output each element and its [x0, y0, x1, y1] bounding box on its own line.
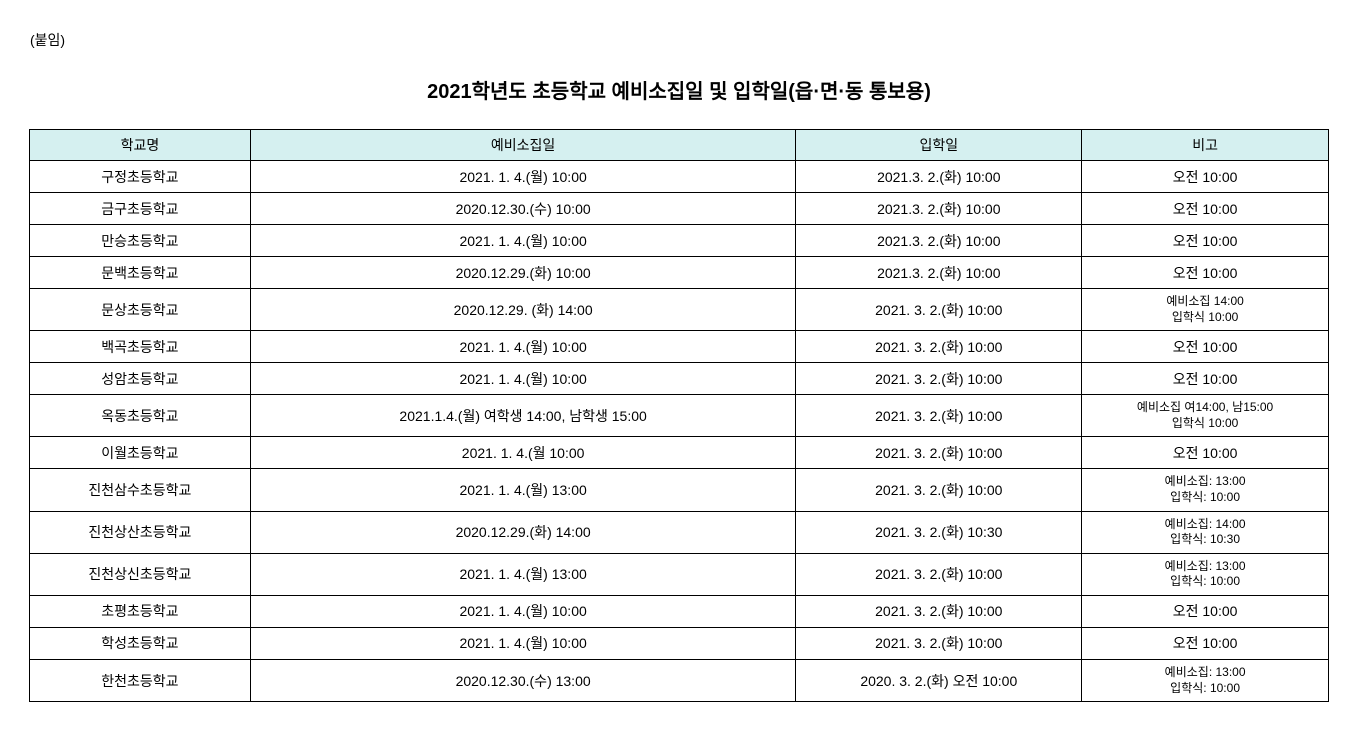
cell-school: 진천상산초등학교 — [30, 511, 251, 553]
cell-school: 만승초등학교 — [30, 225, 251, 257]
cell-note: 오전 10:00 — [1082, 193, 1329, 225]
cell-school: 옥동초등학교 — [30, 395, 251, 437]
cell-prelim: 2021. 1. 4.(월) 10:00 — [250, 595, 796, 627]
cell-note: 예비소집: 13:00입학식: 10:00 — [1082, 469, 1329, 511]
cell-admission: 2021. 3. 2.(화) 10:00 — [796, 363, 1082, 395]
cell-prelim: 2020.12.29. (화) 14:00 — [250, 289, 796, 331]
cell-prelim: 2021. 1. 4.(월 10:00 — [250, 437, 796, 469]
table-header-row: 학교명 예비소집일 입학일 비고 — [30, 130, 1329, 161]
table-row: 문상초등학교2020.12.29. (화) 14:002021. 3. 2.(화… — [30, 289, 1329, 331]
cell-note: 오전 10:00 — [1082, 437, 1329, 469]
table-row: 옥동초등학교2021.1.4.(월) 여학생 14:00, 남학생 15:002… — [30, 395, 1329, 437]
cell-admission: 2021.3. 2.(화) 10:00 — [796, 161, 1082, 193]
table-row: 학성초등학교2021. 1. 4.(월) 10:002021. 3. 2.(화)… — [30, 627, 1329, 659]
cell-admission: 2021. 3. 2.(화) 10:00 — [796, 595, 1082, 627]
cell-admission: 2021. 3. 2.(화) 10:00 — [796, 331, 1082, 363]
cell-prelim: 2021. 1. 4.(월) 13:00 — [250, 469, 796, 511]
cell-prelim: 2020.12.30.(수) 13:00 — [250, 659, 796, 701]
cell-note: 오전 10:00 — [1082, 363, 1329, 395]
table-row: 문백초등학교2020.12.29.(화) 10:002021.3. 2.(화) … — [30, 257, 1329, 289]
cell-note: 예비소집 여14:00, 남15:00입학식 10:00 — [1082, 395, 1329, 437]
cell-prelim: 2021. 1. 4.(월) 10:00 — [250, 363, 796, 395]
cell-prelim: 2020.12.29.(화) 10:00 — [250, 257, 796, 289]
cell-prelim: 2021.1.4.(월) 여학생 14:00, 남학생 15:00 — [250, 395, 796, 437]
schedule-table: 학교명 예비소집일 입학일 비고 구정초등학교2021. 1. 4.(월) 10… — [29, 129, 1329, 702]
header-prelim: 예비소집일 — [250, 130, 796, 161]
cell-note: 예비소집 14:00입학식 10:00 — [1082, 289, 1329, 331]
cell-school: 한천초등학교 — [30, 659, 251, 701]
cell-admission: 2021.3. 2.(화) 10:00 — [796, 225, 1082, 257]
table-row: 구정초등학교2021. 1. 4.(월) 10:002021.3. 2.(화) … — [30, 161, 1329, 193]
cell-school: 초평초등학교 — [30, 595, 251, 627]
table-row: 진천상신초등학교2021. 1. 4.(월) 13:002021. 3. 2.(… — [30, 553, 1329, 595]
table-row: 성암초등학교2021. 1. 4.(월) 10:002021. 3. 2.(화)… — [30, 363, 1329, 395]
cell-school: 학성초등학교 — [30, 627, 251, 659]
table-row: 초평초등학교2021. 1. 4.(월) 10:002021. 3. 2.(화)… — [30, 595, 1329, 627]
table-row: 백곡초등학교2021. 1. 4.(월) 10:002021. 3. 2.(화)… — [30, 331, 1329, 363]
table-row: 한천초등학교2020.12.30.(수) 13:002020. 3. 2.(화)… — [30, 659, 1329, 701]
cell-admission: 2021.3. 2.(화) 10:00 — [796, 193, 1082, 225]
cell-school: 금구초등학교 — [30, 193, 251, 225]
cell-school: 진천삼수초등학교 — [30, 469, 251, 511]
cell-note: 예비소집: 14:00입학식: 10:30 — [1082, 511, 1329, 553]
table-row: 진천상산초등학교2020.12.29.(화) 14:002021. 3. 2.(… — [30, 511, 1329, 553]
cell-note: 예비소집: 13:00입학식: 10:00 — [1082, 659, 1329, 701]
header-admission: 입학일 — [796, 130, 1082, 161]
cell-admission: 2021. 3. 2.(화) 10:00 — [796, 553, 1082, 595]
cell-prelim: 2021. 1. 4.(월) 10:00 — [250, 161, 796, 193]
cell-admission: 2021. 3. 2.(화) 10:00 — [796, 395, 1082, 437]
table-row: 진천삼수초등학교2021. 1. 4.(월) 13:002021. 3. 2.(… — [30, 469, 1329, 511]
cell-note: 오전 10:00 — [1082, 627, 1329, 659]
table-row: 만승초등학교2021. 1. 4.(월) 10:002021.3. 2.(화) … — [30, 225, 1329, 257]
cell-school: 문상초등학교 — [30, 289, 251, 331]
cell-prelim: 2021. 1. 4.(월) 10:00 — [250, 331, 796, 363]
cell-note: 오전 10:00 — [1082, 225, 1329, 257]
page-title: 2021학년도 초등학교 예비소집일 및 입학일(읍·면·동 통보용) — [20, 75, 1338, 104]
cell-admission: 2021. 3. 2.(화) 10:00 — [796, 469, 1082, 511]
cell-school: 진천상신초등학교 — [30, 553, 251, 595]
cell-admission: 2021. 3. 2.(화) 10:00 — [796, 627, 1082, 659]
cell-school: 문백초등학교 — [30, 257, 251, 289]
cell-prelim: 2020.12.30.(수) 10:00 — [250, 193, 796, 225]
cell-note: 오전 10:00 — [1082, 331, 1329, 363]
cell-note: 오전 10:00 — [1082, 257, 1329, 289]
table-row: 이월초등학교2021. 1. 4.(월 10:002021. 3. 2.(화) … — [30, 437, 1329, 469]
cell-note: 오전 10:00 — [1082, 595, 1329, 627]
cell-admission: 2020. 3. 2.(화) 오전 10:00 — [796, 659, 1082, 701]
cell-prelim: 2021. 1. 4.(월) 13:00 — [250, 553, 796, 595]
cell-admission: 2021. 3. 2.(화) 10:00 — [796, 289, 1082, 331]
cell-admission: 2021.3. 2.(화) 10:00 — [796, 257, 1082, 289]
header-school: 학교명 — [30, 130, 251, 161]
cell-note: 예비소집: 13:00입학식: 10:00 — [1082, 553, 1329, 595]
attachment-label: (붙임) — [20, 30, 1338, 50]
cell-admission: 2021. 3. 2.(화) 10:00 — [796, 437, 1082, 469]
cell-prelim: 2021. 1. 4.(월) 10:00 — [250, 627, 796, 659]
cell-school: 이월초등학교 — [30, 437, 251, 469]
cell-prelim: 2021. 1. 4.(월) 10:00 — [250, 225, 796, 257]
cell-note: 오전 10:00 — [1082, 161, 1329, 193]
cell-prelim: 2020.12.29.(화) 14:00 — [250, 511, 796, 553]
header-note: 비고 — [1082, 130, 1329, 161]
cell-school: 구정초등학교 — [30, 161, 251, 193]
cell-school: 백곡초등학교 — [30, 331, 251, 363]
cell-school: 성암초등학교 — [30, 363, 251, 395]
cell-admission: 2021. 3. 2.(화) 10:30 — [796, 511, 1082, 553]
table-row: 금구초등학교2020.12.30.(수) 10:002021.3. 2.(화) … — [30, 193, 1329, 225]
